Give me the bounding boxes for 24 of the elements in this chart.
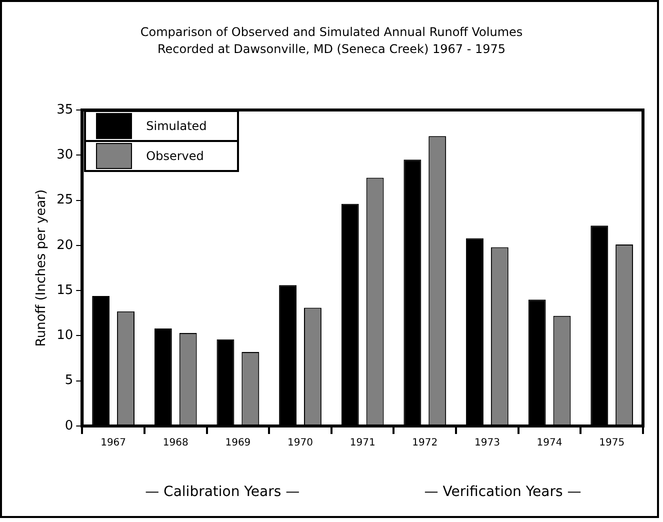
- y-tick-label: 25: [56, 192, 74, 208]
- x-tick-label: 1967: [100, 438, 126, 449]
- x-tick-label: 1968: [162, 438, 188, 449]
- y-tick-label: 35: [56, 102, 74, 118]
- legend-label: Simulated: [146, 119, 207, 133]
- y-tick-label: 0: [64, 418, 74, 434]
- y-axis-title: Runoff (Inches per year): [34, 189, 50, 347]
- x-tick-label: 1969: [225, 438, 251, 449]
- x-tick-label: 1972: [412, 438, 438, 449]
- text: — Calibration Years —: [145, 484, 300, 500]
- text: — Verification Years —: [424, 484, 582, 500]
- y-tick-label: 15: [56, 282, 74, 298]
- x-tick-label: 1975: [599, 438, 625, 449]
- text: Recorded at Dawsonville, MD (Seneca Creek) 1967 - 1975: [157, 42, 506, 56]
- x-tick-label: 1974: [536, 438, 562, 449]
- legend-label: Observed: [146, 149, 204, 163]
- y-tick-label: 30: [56, 148, 74, 163]
- x-tick-label: 1973: [474, 438, 500, 449]
- x-tick-label: 1971: [350, 438, 376, 449]
- y-tick-label: 5: [64, 373, 74, 388]
- y-tick-label: 10: [56, 328, 74, 344]
- y-tick-label: 20: [56, 238, 74, 253]
- text: Comparison of Observed and Simulated Annual Runoff Volumes: [140, 25, 523, 39]
- x-tick-label: 1970: [288, 438, 313, 449]
